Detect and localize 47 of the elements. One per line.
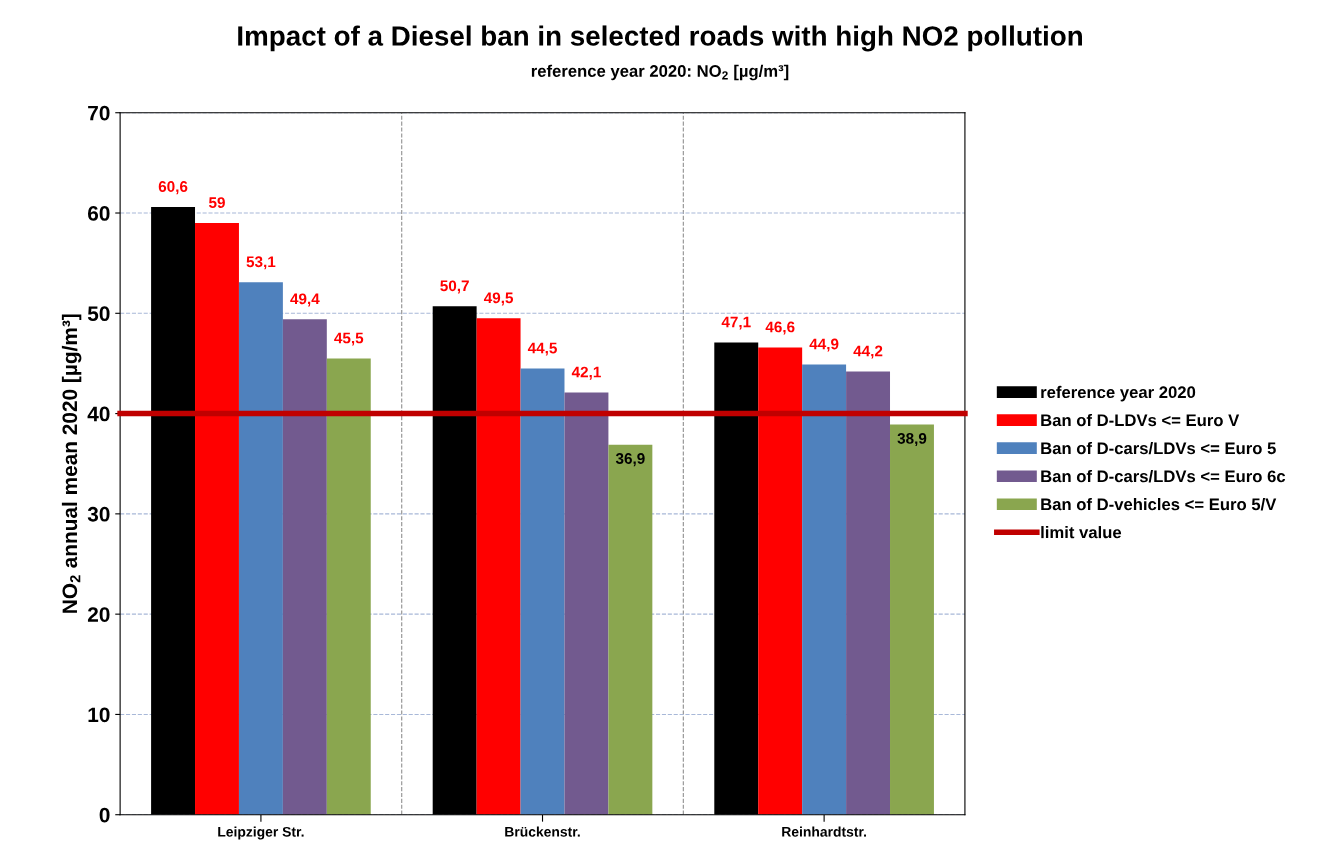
legend-label: Ban of D-cars/LDVs <= Euro 6c	[1041, 469, 1286, 483]
data-label: 44,9	[809, 338, 839, 352]
bar	[758, 347, 803, 815]
y-tick-label: 20	[87, 607, 110, 622]
data-label: 49,5	[483, 292, 514, 306]
x-tick-label: Brückenstr.	[505, 826, 580, 837]
data-label: 50,7	[440, 280, 469, 294]
y-axis-title: NO$_{2}$ annual mean 2020 [µg/m³]	[61, 314, 82, 613]
bar	[802, 364, 847, 815]
data-label: 44,5	[527, 342, 557, 356]
legend-label: Ban of D-cars/LDVs <= Euro 5	[1041, 441, 1276, 455]
y-tick-label: 70	[88, 105, 110, 121]
data-label: 47,1	[721, 316, 751, 330]
y-tick-label: 60	[87, 206, 110, 221]
bar	[608, 444, 653, 815]
bar	[520, 368, 565, 815]
y-tick-label: 50	[87, 306, 110, 322]
legend-label: limit value	[1041, 526, 1122, 539]
chart-title: Impact of a Diesel ban in selected roads with high NO2 pollution	[238, 25, 1082, 52]
data-label: 38,9	[897, 433, 927, 447]
bar	[195, 223, 239, 815]
x-tick-label: Reinhardtstr.	[782, 826, 866, 837]
y-tick-label: 30	[87, 506, 110, 522]
legend-label: Ban of D-vehicles <= Euro 5/V	[1041, 498, 1277, 511]
data-label: 59	[208, 197, 225, 208]
data-label: 53,1	[246, 256, 276, 270]
data-label: 45,5	[334, 332, 364, 346]
data-label: 60,6	[158, 181, 188, 195]
legend-label: reference year 2020	[1041, 385, 1196, 402]
bar	[564, 392, 609, 815]
bar	[282, 319, 327, 815]
bar	[326, 358, 371, 815]
y-tick-label: 40	[87, 406, 110, 422]
x-tick-label: Leipziger Str.	[218, 826, 304, 840]
y-tick-label: 10	[88, 707, 110, 723]
legend-label: Ban of D-LDVs <= Euro V	[1041, 413, 1240, 427]
data-label: 36,9	[615, 453, 645, 467]
chart-subtitle: reference year 2020: NO$_{2}$ [µg/m³]	[531, 64, 789, 81]
y-tick-label: 0	[99, 807, 110, 823]
bar	[890, 424, 934, 815]
bar	[476, 318, 521, 815]
data-label: 46,6	[765, 321, 795, 335]
data-label: 44,2	[853, 345, 883, 359]
data-label: 42,1	[571, 366, 601, 380]
bar	[238, 282, 283, 815]
data-label: 49,4	[290, 293, 320, 307]
bar	[846, 371, 891, 815]
